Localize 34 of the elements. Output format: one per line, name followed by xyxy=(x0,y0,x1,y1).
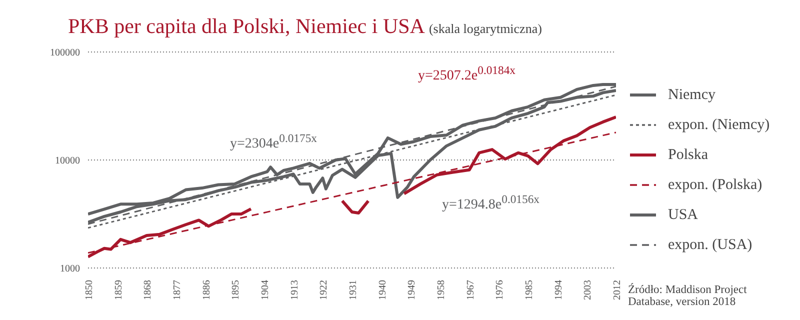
x-tick-label: 1976 xyxy=(494,280,506,300)
x-tick-label: 1859 xyxy=(113,280,124,300)
legend-label: Polska xyxy=(668,146,708,164)
x-tick-label: 1940 xyxy=(377,280,388,300)
x-tick-label: 1850 xyxy=(84,280,95,300)
x-tick-label: 1904 xyxy=(260,280,271,300)
y-tick-label: 100000 xyxy=(50,48,80,59)
annotation: y=2507.2e$^{0.0184x}$ xyxy=(418,64,516,85)
legend-label: USA xyxy=(668,206,698,224)
x-tick-label: 1949 xyxy=(406,280,418,300)
x-tick-label: 1895 xyxy=(230,280,242,300)
x-tick-label: 1985 xyxy=(524,280,535,300)
x-tick-label: 1877 xyxy=(172,280,183,300)
annotation: y=1294.8e$^{0.0156x}$ xyxy=(442,193,540,214)
x-tick-label: 2003 xyxy=(582,280,594,300)
x-tick-label: 1913 xyxy=(289,280,300,300)
y-tick-label: 1000 xyxy=(60,264,80,275)
x-tick-label: 1922 xyxy=(318,280,330,300)
legend-label: Niemcy xyxy=(668,86,716,104)
chart-subtitle: (skala logarytmiczna) xyxy=(428,21,542,36)
x-tick-label: 1967 xyxy=(465,280,476,300)
x-tick-label: 1931 xyxy=(348,280,359,300)
text: Źródło: Maddison Project Database, version 2018 xyxy=(628,284,748,308)
x-tick-label: 1958 xyxy=(436,280,447,300)
legend-label: expon. (Niemcy) xyxy=(668,116,770,134)
x-tick-label: 1886 xyxy=(201,280,212,300)
legend-label: expon. (USA) xyxy=(668,236,752,254)
y-tick-label: 10000 xyxy=(55,156,80,167)
annotation: y=2304e$^{0.0175x}$ xyxy=(230,132,317,153)
legend-label: expon. (Polska) xyxy=(668,176,762,194)
x-tick-label: 1868 xyxy=(142,280,154,300)
chart-title: PKB per capita dla Polski, Niemiec i USA xyxy=(68,14,425,38)
x-tick-label: 2012 xyxy=(612,280,623,300)
x-tick-label: 1994 xyxy=(553,280,564,300)
